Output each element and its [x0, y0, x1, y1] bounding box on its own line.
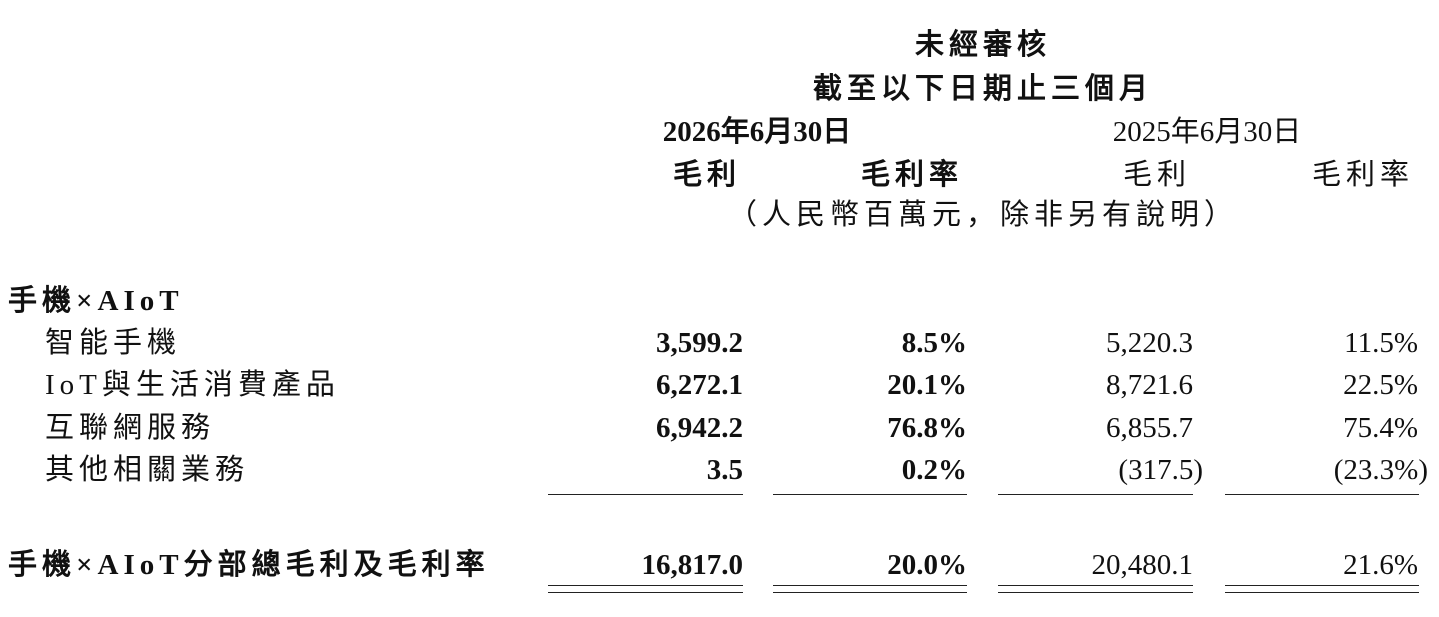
row-label: 智能手機 [45, 327, 182, 359]
total-cell: 21.6% [1343, 549, 1418, 581]
column-header: 毛利 [1122, 159, 1192, 191]
cell: 76.8% [887, 412, 967, 444]
cell: 20.1% [887, 369, 967, 401]
row-label: 其他相關業務 [45, 454, 250, 486]
row-label: IoT與生活消費產品 [45, 369, 340, 401]
cell: 8.5% [901, 327, 967, 359]
unit-note: （人民幣百萬元，除非另有說明） [727, 199, 1239, 231]
column-header: 毛利率 [1311, 159, 1415, 191]
total-cell: 20,480.1 [1091, 549, 1194, 581]
header-line: 未經審核 [914, 29, 1052, 61]
cell: 3,599.2 [656, 327, 743, 359]
cell: 5,220.3 [1106, 327, 1193, 359]
column-header: 毛利 [672, 159, 742, 191]
cell: 11.5% [1344, 327, 1418, 359]
period: 2025年6月30日 [1112, 116, 1302, 148]
cell: 6,272.1 [656, 369, 743, 401]
cell: 6,855.7 [1106, 412, 1193, 444]
cell: 75.4% [1343, 412, 1418, 444]
period: 2026年6月30日 [662, 116, 852, 148]
cell: 22.5% [1343, 369, 1418, 401]
row-label: 互聯網服務 [45, 412, 216, 444]
cell: 8,721.6 [1106, 369, 1193, 401]
cell: (23.3%) [1333, 454, 1428, 486]
section-title: 手機×AIoT [8, 285, 184, 317]
total-cell: 16,817.0 [641, 549, 744, 581]
cell: 6,942.2 [656, 412, 743, 444]
total-label: 手機×AIoT分部總毛利及毛利率 [8, 549, 490, 581]
cell: 0.2% [901, 454, 967, 486]
cell: 3.5 [706, 454, 743, 486]
column-header: 毛利率 [860, 159, 964, 191]
header-line: 截至以下日期止三個月 [812, 73, 1154, 105]
total-cell: 20.0% [887, 549, 967, 581]
cell: (317.5) [1118, 454, 1203, 486]
